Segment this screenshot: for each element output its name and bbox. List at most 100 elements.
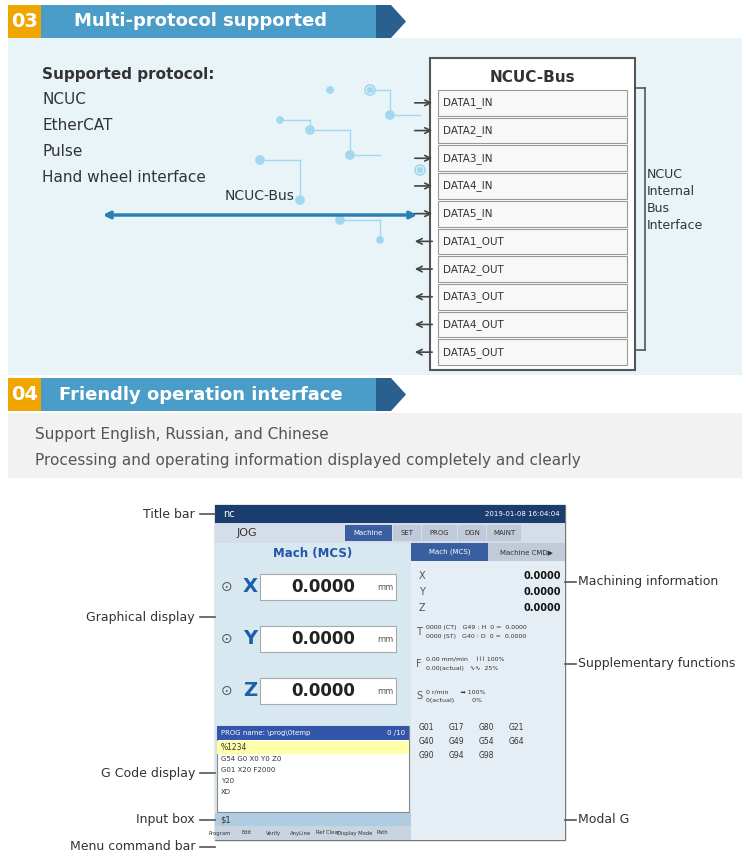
Text: NCUC: NCUC — [42, 93, 86, 107]
Text: X: X — [243, 577, 258, 596]
Text: G01: G01 — [419, 723, 434, 733]
Text: Z: Z — [243, 681, 257, 700]
Text: nc: nc — [223, 509, 235, 519]
FancyBboxPatch shape — [41, 5, 361, 38]
Circle shape — [377, 237, 382, 242]
Text: 0.00 mm/min    ⌇⌇⌇ 100%
0.00(actual)   ∿∿  25%: 0.00 mm/min ⌇⌇⌇ 100% 0.00(actual) ∿∿ 25% — [426, 657, 505, 671]
Text: Supplementary functions: Supplementary functions — [578, 657, 735, 671]
Circle shape — [388, 113, 392, 118]
Text: Input box: Input box — [136, 813, 195, 826]
Text: Menu command bar: Menu command bar — [70, 840, 195, 854]
Text: Friendly operation interface: Friendly operation interface — [59, 386, 343, 404]
Text: Mach (MCS): Mach (MCS) — [429, 549, 470, 555]
Text: G80: G80 — [479, 723, 494, 733]
Text: PROG: PROG — [430, 530, 449, 536]
Text: T: T — [416, 627, 422, 637]
FancyBboxPatch shape — [215, 813, 411, 826]
Text: G98: G98 — [479, 752, 494, 760]
Text: Program: Program — [209, 831, 231, 836]
Text: 2019-01-08 16:04:04: 2019-01-08 16:04:04 — [485, 511, 560, 517]
Text: DATA1_IN: DATA1_IN — [443, 97, 493, 108]
Circle shape — [338, 217, 343, 222]
Text: X: X — [419, 571, 426, 581]
Text: $1: $1 — [220, 815, 231, 824]
Text: PROG name: \prog\0temp: PROG name: \prog\0temp — [221, 730, 310, 736]
FancyBboxPatch shape — [217, 741, 409, 754]
Text: G40: G40 — [419, 738, 435, 746]
Circle shape — [298, 198, 302, 203]
FancyBboxPatch shape — [215, 505, 565, 523]
Text: 0.0000: 0.0000 — [524, 603, 561, 613]
Polygon shape — [361, 5, 396, 38]
FancyBboxPatch shape — [438, 256, 627, 282]
FancyBboxPatch shape — [215, 505, 565, 840]
Text: Graphical display: Graphical display — [86, 611, 195, 624]
Text: 03: 03 — [11, 12, 38, 31]
Text: SET: SET — [400, 530, 413, 536]
Circle shape — [278, 118, 283, 123]
Text: mm: mm — [378, 635, 394, 643]
Text: NCUC-Bus: NCUC-Bus — [225, 189, 295, 203]
Polygon shape — [376, 378, 406, 411]
Circle shape — [347, 153, 352, 157]
Text: Pulse: Pulse — [42, 144, 82, 160]
FancyBboxPatch shape — [260, 678, 396, 704]
Text: DATA4_OUT: DATA4_OUT — [443, 319, 504, 330]
Text: F: F — [416, 659, 422, 669]
Text: 0.0000: 0.0000 — [291, 630, 355, 648]
Text: DGN: DGN — [464, 530, 480, 536]
Text: AnyLine: AnyLine — [290, 831, 311, 836]
Polygon shape — [361, 378, 396, 411]
Text: Machine CMD▶: Machine CMD▶ — [500, 549, 553, 555]
Text: ⊙: ⊙ — [221, 684, 232, 698]
FancyBboxPatch shape — [215, 826, 411, 840]
Text: MAINT: MAINT — [493, 530, 515, 536]
Text: Hand wheel interface: Hand wheel interface — [42, 170, 206, 186]
Text: G01 X20 F2000: G01 X20 F2000 — [221, 767, 275, 773]
Text: S: S — [416, 691, 422, 701]
Text: %1234: %1234 — [221, 742, 248, 752]
Circle shape — [257, 157, 262, 162]
FancyBboxPatch shape — [411, 543, 565, 840]
Text: NCUC-Bus: NCUC-Bus — [490, 70, 575, 86]
Text: Verify: Verify — [266, 831, 281, 836]
Text: Y: Y — [243, 630, 257, 649]
Text: Title bar: Title bar — [143, 508, 195, 521]
Circle shape — [328, 88, 332, 93]
Text: 0 /10: 0 /10 — [387, 730, 405, 736]
Text: XD: XD — [221, 789, 231, 795]
Text: DATA1_OUT: DATA1_OUT — [443, 236, 504, 247]
Text: Y: Y — [419, 587, 424, 597]
FancyBboxPatch shape — [260, 626, 396, 652]
Text: Multi-protocol supported: Multi-protocol supported — [74, 13, 328, 31]
Text: Ref Clear: Ref Clear — [316, 831, 340, 836]
Text: Y20: Y20 — [221, 778, 234, 784]
FancyBboxPatch shape — [430, 58, 635, 370]
Text: Machining information: Machining information — [578, 576, 718, 588]
Text: Processing and operating information displayed completely and clearly: Processing and operating information dis… — [35, 453, 580, 467]
Text: G21: G21 — [509, 723, 524, 733]
Text: Supported protocol:: Supported protocol: — [42, 68, 214, 82]
Text: Z: Z — [419, 603, 426, 613]
Text: G17: G17 — [449, 723, 464, 733]
FancyBboxPatch shape — [215, 523, 565, 543]
Text: mm: mm — [378, 582, 394, 592]
FancyBboxPatch shape — [438, 339, 627, 365]
FancyBboxPatch shape — [8, 413, 742, 478]
Text: ⊙: ⊙ — [221, 632, 232, 646]
Text: 0000 (CT)   G49 : H  0 =  0.0000
0000 (ST)   G40 : D  0 =  0.0000: 0000 (CT) G49 : H 0 = 0.0000 0000 (ST) G… — [426, 625, 526, 638]
Text: EtherCAT: EtherCAT — [42, 119, 112, 133]
FancyBboxPatch shape — [438, 174, 627, 198]
Text: G49: G49 — [449, 738, 464, 746]
Text: Edit: Edit — [242, 831, 252, 836]
FancyBboxPatch shape — [260, 574, 396, 600]
FancyBboxPatch shape — [217, 726, 409, 812]
Polygon shape — [376, 5, 406, 38]
Text: Path: Path — [376, 831, 388, 836]
FancyBboxPatch shape — [438, 145, 627, 171]
Text: DATA3_OUT: DATA3_OUT — [443, 291, 504, 302]
Text: G Code display: G Code display — [100, 767, 195, 780]
Text: 0.0000: 0.0000 — [524, 587, 561, 597]
Text: DATA5_IN: DATA5_IN — [443, 208, 493, 219]
Text: JOG: JOG — [237, 528, 258, 538]
